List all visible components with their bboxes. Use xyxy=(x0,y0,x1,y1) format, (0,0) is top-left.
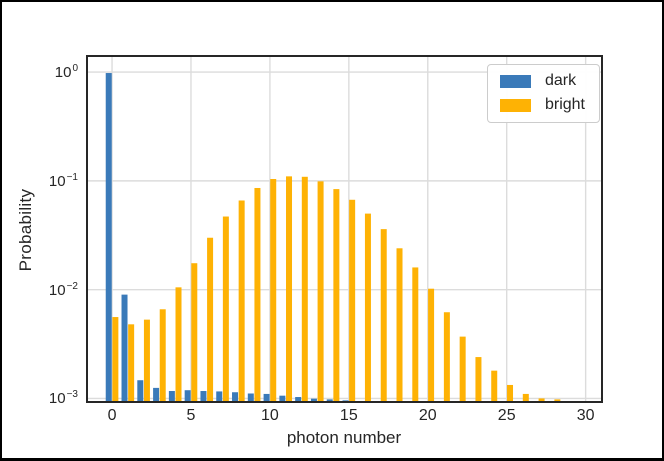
bright-bar xyxy=(349,199,356,403)
plot-area: dark bright xyxy=(86,55,603,403)
bright-bar xyxy=(175,287,182,403)
x-tick-label: 30 xyxy=(576,407,595,424)
dark-bar xyxy=(168,391,175,403)
x-axis-label: photon number xyxy=(286,428,402,447)
bright-bar xyxy=(270,179,277,403)
bright-bar xyxy=(412,267,419,403)
legend-swatch-bright-icon xyxy=(499,98,531,112)
bright-bar xyxy=(254,187,261,403)
dark-bar xyxy=(137,380,144,403)
bright-bar xyxy=(207,237,214,403)
bright-bar xyxy=(396,248,403,403)
dark-bar xyxy=(295,397,302,403)
dark-bar xyxy=(310,398,317,403)
bright-bar xyxy=(238,200,245,403)
dark-bar xyxy=(200,391,207,403)
y-axis-label: Probability xyxy=(16,188,35,272)
x-tick-label: 25 xyxy=(497,407,516,424)
y-tick-label: 10−2 xyxy=(48,280,78,299)
dark-bar xyxy=(263,393,270,403)
bright-bar xyxy=(459,336,466,403)
bright-bar xyxy=(143,319,150,403)
chart-canvas xyxy=(86,55,603,403)
bright-bar xyxy=(159,309,166,403)
bright-bar xyxy=(507,384,514,403)
bright-bar xyxy=(112,317,119,403)
dark-bar xyxy=(232,392,239,403)
x-tick-label: 15 xyxy=(339,407,358,424)
axes-spine xyxy=(86,55,603,403)
bright-bar xyxy=(491,370,498,403)
bright-bar xyxy=(286,176,293,403)
dark-bar xyxy=(153,387,160,403)
y-tick-label: 10−1 xyxy=(48,171,78,190)
legend: dark bright xyxy=(486,64,600,123)
bright-bar xyxy=(443,312,450,403)
dark-bar xyxy=(184,390,191,403)
legend-swatch-dark-icon xyxy=(499,74,531,88)
bright-bar xyxy=(475,357,482,403)
bright-bar xyxy=(428,288,435,403)
dark-bar xyxy=(279,395,286,403)
legend-entry-dark: dark xyxy=(499,72,585,89)
x-tick-label: 0 xyxy=(107,407,117,424)
x-tick-label: 20 xyxy=(418,407,437,424)
bright-bar xyxy=(317,181,324,403)
dark-bar xyxy=(247,393,254,403)
legend-label-dark: dark xyxy=(544,72,577,89)
bright-bar xyxy=(380,229,387,403)
legend-label-bright: bright xyxy=(544,96,585,113)
x-tick-label: 10 xyxy=(261,407,279,424)
bright-bar xyxy=(364,213,371,403)
bright-bar xyxy=(333,189,340,403)
x-tick-label: 5 xyxy=(186,407,196,424)
legend-entry-bright: bright xyxy=(499,96,585,113)
dark-bar xyxy=(121,294,128,403)
bright-bar xyxy=(522,393,529,403)
y-tick-label: 100 xyxy=(54,63,78,82)
dark-bar xyxy=(216,391,223,403)
y-tick-label: 10−3 xyxy=(48,389,78,408)
bright-bar xyxy=(301,176,308,403)
bright-bar xyxy=(222,216,229,403)
dark-bar xyxy=(105,73,112,403)
bright-bar xyxy=(538,398,545,403)
bright-bar xyxy=(128,324,135,403)
bright-bar xyxy=(191,263,198,403)
